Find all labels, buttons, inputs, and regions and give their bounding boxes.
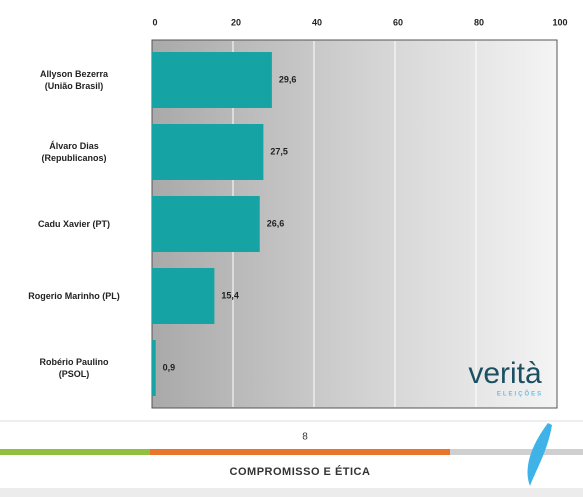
tagline: COMPROMISSO E ÉTICA (230, 465, 371, 478)
x-tick-label: 100 (552, 17, 567, 27)
x-tick-label: 80 (474, 17, 484, 27)
stripe-green (0, 449, 150, 455)
data-label: 29,6 (279, 74, 297, 84)
bar (152, 340, 156, 396)
x-tick-label: 0 (152, 17, 157, 27)
x-tick-label: 60 (393, 17, 403, 27)
x-tick-label: 20 (231, 17, 241, 27)
stripe-gray (450, 449, 583, 455)
data-label: 27,5 (270, 146, 288, 156)
category-label: Rogerio Marinho (PL) (28, 291, 120, 301)
logo-subtitle: ELEIÇÕES (497, 391, 543, 398)
category-label: Álvaro Dias (Republicanos) (41, 141, 107, 163)
category-label: Allyson Bezerra (União Brasil) (39, 69, 109, 91)
data-label: 0,9 (163, 362, 176, 372)
bottom-band (0, 488, 583, 497)
bar (152, 196, 260, 252)
bar (152, 52, 272, 108)
x-tick-label: 40 (312, 17, 322, 27)
category-label: Robério Paulino (PSOL) (39, 357, 109, 379)
logo-swoosh (527, 423, 552, 486)
stripe-orange (150, 449, 450, 455)
logo-name: verità (468, 357, 542, 390)
data-label: 15,4 (221, 290, 239, 300)
bar (152, 124, 264, 180)
data-label: 26,6 (267, 218, 285, 228)
bar (152, 268, 215, 324)
category-label: Cadu Xavier (PT) (37, 219, 111, 229)
page-number: 8 (302, 432, 308, 443)
